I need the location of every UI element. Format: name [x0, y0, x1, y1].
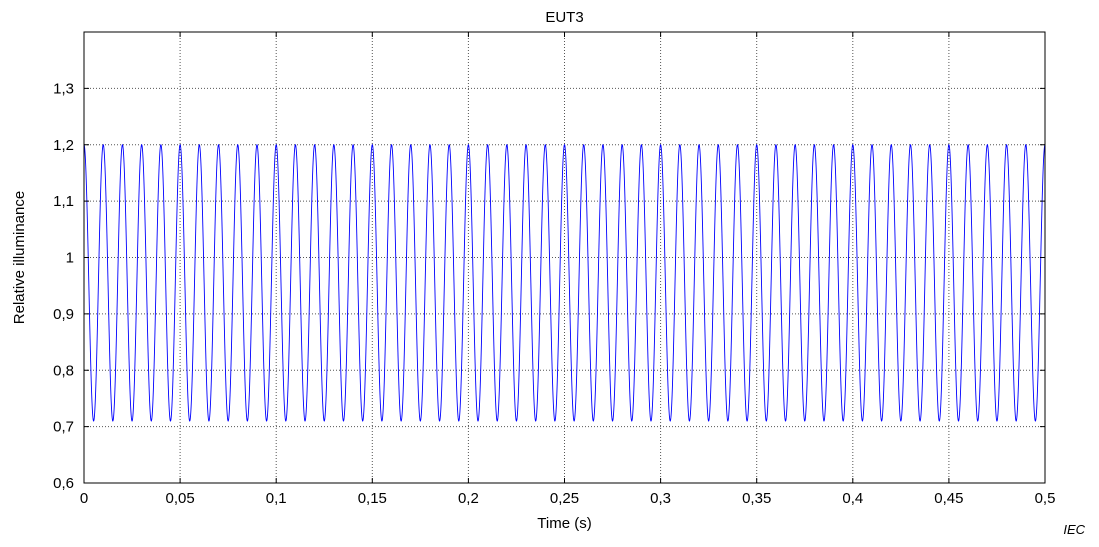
x-tick-label: 0,45 [934, 490, 963, 507]
x-tick-label: 0,4 [842, 490, 863, 507]
grid [84, 32, 1045, 483]
chart-title: EUT3 [545, 9, 583, 26]
y-tick-label: 1 [66, 250, 74, 267]
x-tick-label: 0,5 [1035, 490, 1056, 507]
series-line-0 [84, 145, 1045, 421]
x-tick-label: 0,1 [266, 490, 287, 507]
y-axis-label: Relative illuminance [11, 191, 28, 324]
x-tick-label: 0,25 [550, 490, 579, 507]
x-tick-label: 0,35 [742, 490, 771, 507]
iec-watermark: IEC [1063, 522, 1085, 537]
x-axis-ticks: 0 0,05 0,1 0,15 0,2 0,25 0,3 0,35 0,4 0,45 0,5 [80, 32, 1056, 507]
y-tick-label: 1,2 [53, 137, 74, 154]
x-tick-label: 0,3 [650, 490, 671, 507]
y-tick-label: 1,1 [53, 193, 74, 210]
series-layer [84, 145, 1045, 421]
y-tick-label: 0,6 [53, 475, 74, 492]
x-tick-label: 0,2 [458, 490, 479, 507]
x-tick-label: 0,05 [165, 490, 194, 507]
x-tick-label: 0 [80, 490, 88, 507]
y-tick-label: 0,8 [53, 362, 74, 379]
x-axis-label: Time (s) [537, 515, 591, 532]
y-tick-label: 0,7 [53, 419, 74, 436]
x-tick-label: 0,15 [358, 490, 387, 507]
y-tick-label: 0,9 [53, 306, 74, 323]
y-tick-label: 1,3 [53, 80, 74, 97]
